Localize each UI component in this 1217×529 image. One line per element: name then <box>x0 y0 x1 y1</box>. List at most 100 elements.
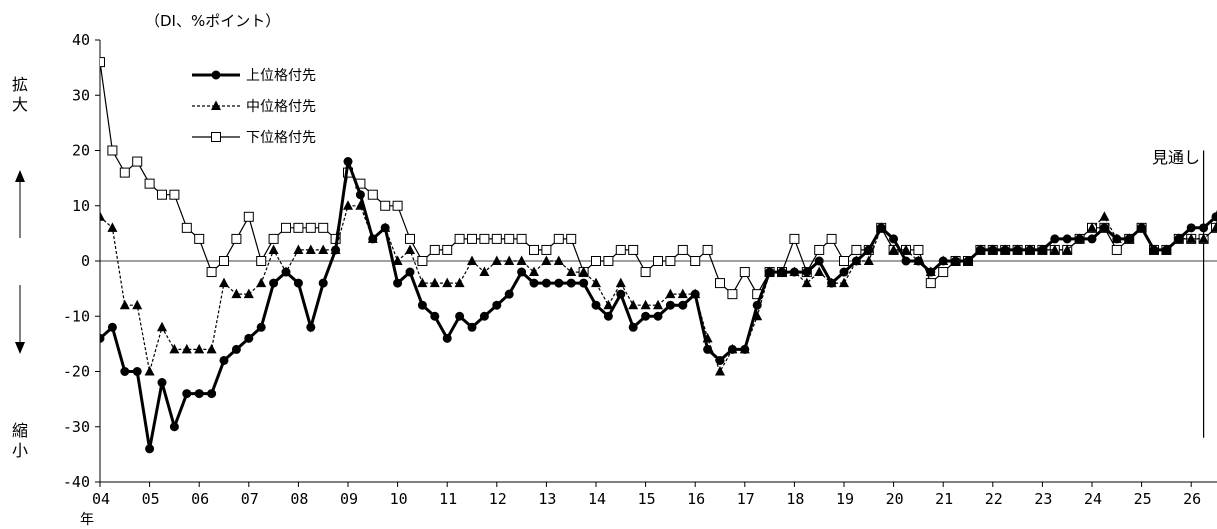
data-point <box>727 289 738 300</box>
data-point <box>157 378 167 388</box>
data-point <box>305 244 316 254</box>
data-point <box>814 266 825 277</box>
x-tick-label: 13 <box>538 490 556 508</box>
data-point <box>516 255 527 265</box>
data-point <box>243 288 254 299</box>
y-tick-label: -20 <box>63 363 90 381</box>
data-point <box>665 256 676 266</box>
data-point <box>132 299 143 310</box>
data-point <box>640 299 651 310</box>
data-point <box>293 222 304 233</box>
x-tick-label: 12 <box>489 490 507 508</box>
data-point <box>677 288 688 299</box>
data-point <box>491 233 502 244</box>
data-point <box>1099 223 1109 233</box>
data-point <box>925 278 936 289</box>
series-line <box>100 205 1217 373</box>
data-point <box>454 233 465 244</box>
data-point <box>305 222 316 233</box>
data-point <box>107 222 118 232</box>
data-point <box>517 267 527 277</box>
data-point <box>504 255 515 265</box>
data-point <box>678 300 688 310</box>
data-point <box>938 267 949 278</box>
data-point <box>578 266 589 277</box>
data-point <box>579 278 589 288</box>
data-point <box>120 367 130 376</box>
data-point <box>740 344 750 354</box>
data-point <box>343 157 353 167</box>
down-arrow <box>15 285 25 354</box>
data-point <box>814 244 825 255</box>
data-point <box>901 244 911 254</box>
data-point <box>591 277 601 288</box>
data-point <box>641 311 651 321</box>
data-point <box>244 333 254 343</box>
data-point <box>1013 245 1023 255</box>
x-tick-label: 21 <box>935 490 953 508</box>
data-point <box>157 189 167 200</box>
data-point <box>293 278 303 288</box>
data-point <box>256 322 266 332</box>
series-1 <box>100 157 1217 454</box>
data-point <box>975 245 985 255</box>
data-point <box>665 288 676 299</box>
forecast-label: 見通し <box>1152 148 1200 167</box>
x-tick-label: 24 <box>1084 490 1102 508</box>
data-point <box>653 299 663 310</box>
x-tick-label: 04 <box>92 490 110 508</box>
data-point <box>100 333 105 343</box>
data-point <box>417 300 427 310</box>
data-point <box>727 344 737 354</box>
data-point <box>529 266 539 277</box>
data-point <box>615 277 626 288</box>
data-point <box>306 322 316 332</box>
data-point <box>864 245 874 255</box>
data-point <box>1025 245 1035 255</box>
series-3 <box>100 57 1217 300</box>
data-point <box>132 367 142 376</box>
data-point <box>1049 244 1060 254</box>
data-point <box>442 333 452 343</box>
data-point <box>863 255 874 265</box>
data-point <box>1062 234 1072 244</box>
data-point <box>827 278 837 288</box>
data-point <box>591 256 601 266</box>
data-point <box>777 267 787 277</box>
data-point <box>119 299 130 310</box>
data-point <box>211 132 221 142</box>
x-tick-label: 05 <box>142 490 160 508</box>
data-point <box>169 189 180 200</box>
data-point <box>1087 222 1097 232</box>
data-point <box>231 344 241 354</box>
x-tick-label: 25 <box>1134 490 1152 508</box>
y-tick-label: -30 <box>63 418 90 436</box>
data-point <box>504 289 514 299</box>
data-point <box>715 278 725 289</box>
legend-label: 上位格付先 <box>246 68 316 84</box>
data-point <box>132 156 143 167</box>
data-point <box>318 222 329 233</box>
data-point <box>826 233 837 244</box>
data-point <box>219 355 229 365</box>
data-point <box>107 145 118 156</box>
data-point <box>603 256 614 266</box>
data-point <box>429 244 440 255</box>
y-tick-label: -10 <box>63 307 90 325</box>
legend-label: 下位格付先 <box>246 130 316 146</box>
data-point <box>789 267 799 277</box>
data-point <box>194 233 205 244</box>
data-point <box>417 256 428 266</box>
data-point <box>988 245 998 255</box>
data-point <box>889 234 899 244</box>
data-point <box>1186 223 1196 233</box>
data-point <box>256 256 267 266</box>
data-point <box>181 343 192 354</box>
data-point <box>1111 244 1122 255</box>
data-point <box>107 322 117 332</box>
series-2 <box>100 200 1217 376</box>
data-point <box>219 256 229 266</box>
data-point <box>442 244 453 255</box>
data-point <box>256 277 267 288</box>
